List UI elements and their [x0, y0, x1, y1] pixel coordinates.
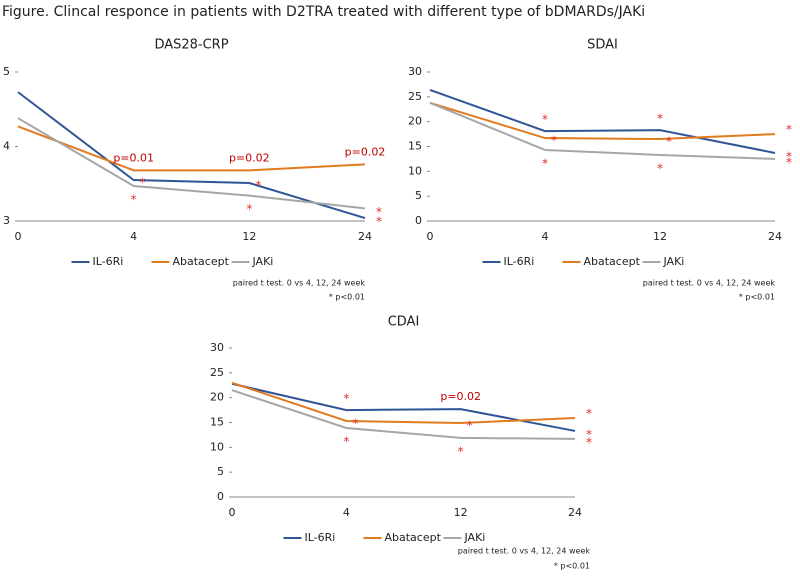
y-tick-label: 3: [3, 214, 10, 227]
p-value-label: p=0.01: [113, 151, 154, 164]
significance-mark: *: [343, 434, 349, 448]
note: paired t test. 0 vs 4, 12, 24 week: [643, 279, 776, 288]
significance-mark: *: [786, 149, 792, 163]
chart-title: CDAI: [388, 315, 420, 330]
legend-label: IL-6Ri: [305, 531, 336, 544]
x-tick-label: 0: [229, 506, 236, 519]
y-tick-label: 30: [408, 65, 422, 78]
note: paired t test. 0 vs 4, 12, 24 week: [458, 547, 591, 556]
p-value-label: p=0.02: [440, 390, 481, 403]
x-tick-label: 0: [15, 230, 22, 243]
chart-title: DAS28-CRP: [154, 38, 228, 53]
note: * p<0.01: [739, 293, 775, 302]
y-tick-label: 0: [415, 214, 422, 227]
legend-label: Abatacept: [584, 255, 641, 268]
y-tick-label: 15: [210, 416, 224, 429]
series-line: [429, 88, 776, 154]
p-value-label: p=0.02: [345, 145, 386, 158]
significance-mark: *: [343, 392, 349, 406]
note: * p<0.01: [329, 293, 365, 302]
series-line: [429, 101, 776, 160]
note: * p<0.01: [554, 562, 590, 571]
significance-mark: *: [542, 156, 548, 170]
significance-mark: *: [376, 215, 382, 229]
significance-mark: *: [246, 202, 252, 216]
x-tick-label: 12: [454, 506, 468, 519]
significance-mark: *: [551, 134, 557, 148]
legend-label: JAKi: [663, 255, 685, 268]
significance-mark: *: [657, 112, 663, 126]
y-tick-label: 25: [210, 366, 224, 379]
series-line: [17, 117, 366, 210]
significance-mark: *: [467, 418, 473, 432]
x-tick-label: 24: [568, 506, 582, 519]
significance-mark: *: [376, 205, 382, 219]
legend-label: Abatacept: [173, 255, 230, 268]
series-line: [231, 381, 576, 424]
legend-label: IL-6Ri: [504, 255, 535, 268]
significance-mark: *: [666, 135, 672, 149]
series-line: [17, 91, 366, 219]
significance-mark: *: [352, 417, 358, 431]
significance-mark: *: [657, 161, 663, 175]
significance-mark: *: [131, 192, 137, 206]
y-tick-label: 20: [210, 391, 224, 404]
significance-mark: *: [586, 435, 592, 449]
y-tick-label: 0: [217, 490, 224, 503]
y-tick-label: 4: [3, 140, 10, 153]
significance-mark: *: [586, 407, 592, 421]
significance-mark: *: [458, 444, 464, 458]
significance-mark: *: [786, 123, 792, 137]
y-tick-label: 15: [408, 140, 422, 153]
x-tick-label: 0: [427, 230, 434, 243]
y-tick-label: 5: [415, 189, 422, 202]
legend-label: JAKi: [252, 255, 274, 268]
series-line: [429, 101, 776, 141]
x-tick-label: 12: [242, 230, 256, 243]
series-line: [231, 389, 576, 440]
y-tick-label: 5: [217, 465, 224, 478]
figure-title: Figure. Clincal responce in patients wit…: [2, 4, 645, 20]
significance-mark: *: [786, 155, 792, 169]
significance-mark: *: [140, 176, 146, 190]
x-tick-label: 4: [343, 506, 350, 519]
significance-mark: *: [542, 113, 548, 127]
y-tick-label: 10: [408, 164, 422, 177]
y-tick-label: 5: [3, 65, 10, 78]
note: paired t test. 0 vs 4, 12, 24 week: [233, 279, 366, 288]
y-tick-label: 30: [210, 341, 224, 354]
y-tick-label: 10: [210, 440, 224, 453]
series-line: [17, 125, 366, 172]
legend-label: IL-6Ri: [93, 255, 124, 268]
significance-mark: *: [255, 179, 261, 193]
legend-label: JAKi: [464, 531, 486, 544]
x-tick-label: 4: [130, 230, 137, 243]
x-tick-label: 24: [358, 230, 372, 243]
y-tick-label: 25: [408, 90, 422, 103]
significance-mark: *: [586, 427, 592, 441]
x-tick-label: 12: [653, 230, 667, 243]
x-tick-label: 4: [542, 230, 549, 243]
legend-label: Abatacept: [385, 531, 442, 544]
x-tick-label: 24: [768, 230, 782, 243]
p-value-label: p=0.02: [229, 151, 270, 164]
chart-title: SDAI: [587, 38, 618, 53]
y-tick-label: 20: [408, 115, 422, 128]
